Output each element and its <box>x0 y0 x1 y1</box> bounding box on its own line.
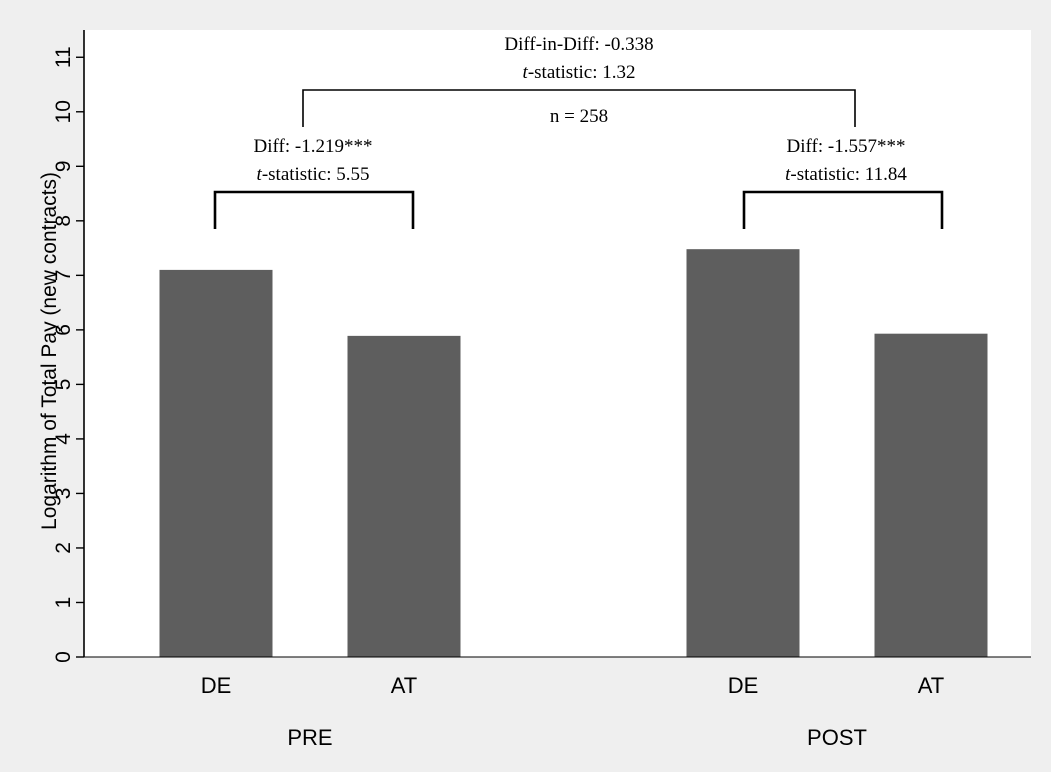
diff-label-pre: Diff: -1.219*** <box>254 136 373 157</box>
did-diff-label: Diff-in-Diff: -0.338 <box>504 34 653 55</box>
x-tick-label: DE <box>728 673 759 698</box>
y-tick-label: 2 <box>52 542 75 554</box>
did-t-stat-label: t-statistic: 1.32 <box>523 62 636 83</box>
x-tick-label: AT <box>918 673 944 698</box>
bar-post-at <box>874 333 988 657</box>
y-tick-label: 4 <box>52 433 75 445</box>
y-tick-label: 8 <box>52 215 75 227</box>
y-tick-label: 11 <box>52 46 75 68</box>
bracket-post <box>742 190 944 229</box>
y-tick-label: 9 <box>52 160 75 172</box>
y-tick-label: 10 <box>52 100 75 123</box>
y-axis-label: Logarithm of Total Pay (new contracts) <box>38 172 61 530</box>
y-tick-label: 3 <box>52 488 75 500</box>
x-tick-label: AT <box>391 673 417 698</box>
y-tick-label: 5 <box>52 379 75 391</box>
sample-size-label: n = 258 <box>550 106 608 127</box>
bar-pre-de <box>159 269 273 657</box>
y-tick-label: 1 <box>52 597 75 609</box>
bracket-pre <box>213 190 415 229</box>
group-label-post: POST <box>807 725 867 750</box>
group-label-pre: PRE <box>287 725 332 750</box>
y-tick-label: 6 <box>52 324 75 336</box>
y-tick-label: 0 <box>52 651 75 663</box>
t-stat-label-pre: t-statistic: 5.55 <box>257 164 370 185</box>
bracket-did <box>302 89 856 127</box>
diff-label-post: Diff: -1.557*** <box>787 136 906 157</box>
x-tick-label: DE <box>201 673 232 698</box>
y-tick-label: 7 <box>52 270 75 282</box>
bar-pre-at <box>347 335 461 657</box>
t-stat-label-post: t-statistic: 11.84 <box>785 164 907 185</box>
bar-post-de <box>686 249 800 657</box>
